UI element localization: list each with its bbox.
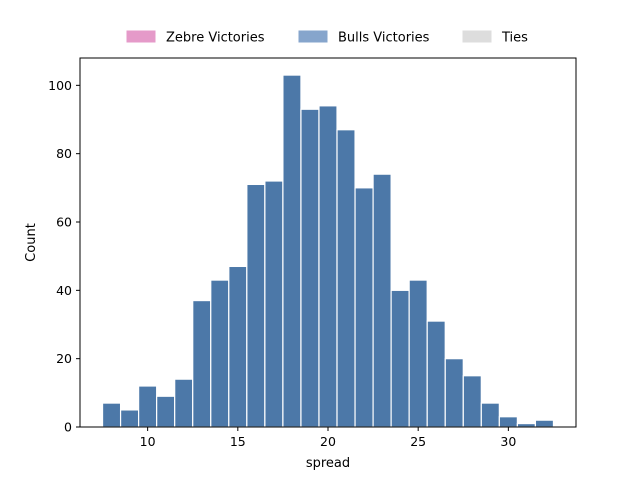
histogram-bar [246,183,266,428]
legend-label: Ties [501,31,528,46]
x-axis: 10 15 20 25 30 [140,427,516,449]
histogram-bar [444,358,464,428]
histogram-bar [372,173,392,428]
histogram-bar [282,74,302,428]
histogram-bar [516,422,537,428]
x-tick-label: 20 [320,434,336,449]
legend-label: Bulls Victories [338,31,430,46]
histogram-bar [408,279,428,428]
histogram-bar [462,375,482,428]
histogram-bar [210,279,230,428]
histogram-bar [480,402,500,428]
histogram-bar [318,105,338,428]
y-tick-label: 0 [64,420,72,435]
y-axis-title: Count [24,223,39,262]
histogram-bar [354,187,374,428]
histogram-bar [534,419,555,428]
legend-label: Zebre Victories [166,31,265,46]
x-tick-label: 15 [230,434,246,449]
legend-swatch [462,30,492,43]
histogram-bar [174,378,194,428]
x-tick-label: 30 [500,434,516,449]
legend: Zebre Victories Bulls Victories Ties [126,30,528,46]
x-tick-label: 25 [410,434,426,449]
histogram-bar [156,395,176,428]
y-tick-label: 60 [56,215,72,230]
histogram-bar [336,129,356,428]
y-tick-label: 80 [56,146,72,161]
histogram-bar [101,402,122,428]
histogram-bar [228,265,248,428]
histogram-bar [300,108,320,428]
histogram-bar [192,299,212,428]
legend-swatch [298,30,328,43]
legend-swatch [126,30,156,43]
bars-group [101,74,555,428]
histogram-bar [498,416,518,428]
histogram-bar [119,409,140,428]
histogram-bar [138,385,158,428]
y-tick-label: 40 [56,283,72,298]
y-tick-label: 100 [48,78,72,93]
x-axis-title: spread [306,456,350,471]
histogram-bar [426,320,446,428]
x-tick-label: 10 [140,434,156,449]
histogram-bar [264,180,284,428]
histogram-bar [390,289,410,428]
y-axis: 0 20 40 60 80 100 [48,78,80,435]
y-tick-label: 20 [56,351,72,366]
